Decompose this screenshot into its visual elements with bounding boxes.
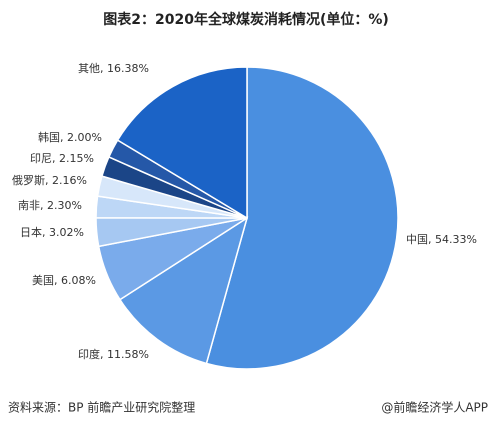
category-label: 其他 xyxy=(78,62,100,75)
value-label: , 2.30% xyxy=(40,199,82,212)
value-label: , 54.33% xyxy=(428,233,477,246)
category-label: 中国 xyxy=(406,233,428,246)
category-label: 美国 xyxy=(32,274,54,287)
slice-label: 南非, 2.30% xyxy=(18,199,82,212)
pie-slice xyxy=(205,66,399,370)
slice-label: 俄罗斯, 2.16% xyxy=(12,174,87,187)
pie: 中国, 54.33% 印度, 11.58% 美国, 6.08% 日本, 3.02% 南非… xyxy=(12,62,477,370)
value-label: , 3.02% xyxy=(42,226,84,239)
category-label: 日本 xyxy=(20,225,42,239)
slice-label: 印尼, 2.15% xyxy=(30,152,94,165)
source: 资料来源：BP 前瞻产业研究院整理 xyxy=(8,400,195,415)
category-label: 韩国 xyxy=(38,130,60,144)
category-label: 印尼 xyxy=(30,152,52,165)
pie-slice xyxy=(118,216,249,365)
pie-slice xyxy=(116,66,248,220)
chart-title: 图表2：2020年全球煤炭消耗情况(单位：%) xyxy=(103,11,389,28)
slice-label: 其他, 16.38% xyxy=(78,62,149,75)
slice-label: 美国, 6.08% xyxy=(32,274,96,287)
slice-label: 印度, 11.58% xyxy=(78,347,149,361)
value-label: , 2.16% xyxy=(45,174,87,187)
value-label: , 2.15% xyxy=(52,152,94,165)
slice-label: 中国, 54.33% xyxy=(406,233,477,246)
value-label: , 16.38% xyxy=(100,62,149,75)
value-label: , 11.58% xyxy=(100,348,149,361)
category-label: 印度 xyxy=(78,347,100,361)
category-label: 俄罗斯 xyxy=(12,174,45,187)
value-label: , 2.00% xyxy=(60,131,102,144)
slice-label: 韩国, 2.00% xyxy=(38,130,102,144)
value-label: , 6.08% xyxy=(54,274,96,287)
slice-label: 日本, 3.02% xyxy=(20,225,84,239)
category-label: 南非 xyxy=(18,199,40,212)
credit: @前瞻经济学人APP xyxy=(381,400,488,415)
